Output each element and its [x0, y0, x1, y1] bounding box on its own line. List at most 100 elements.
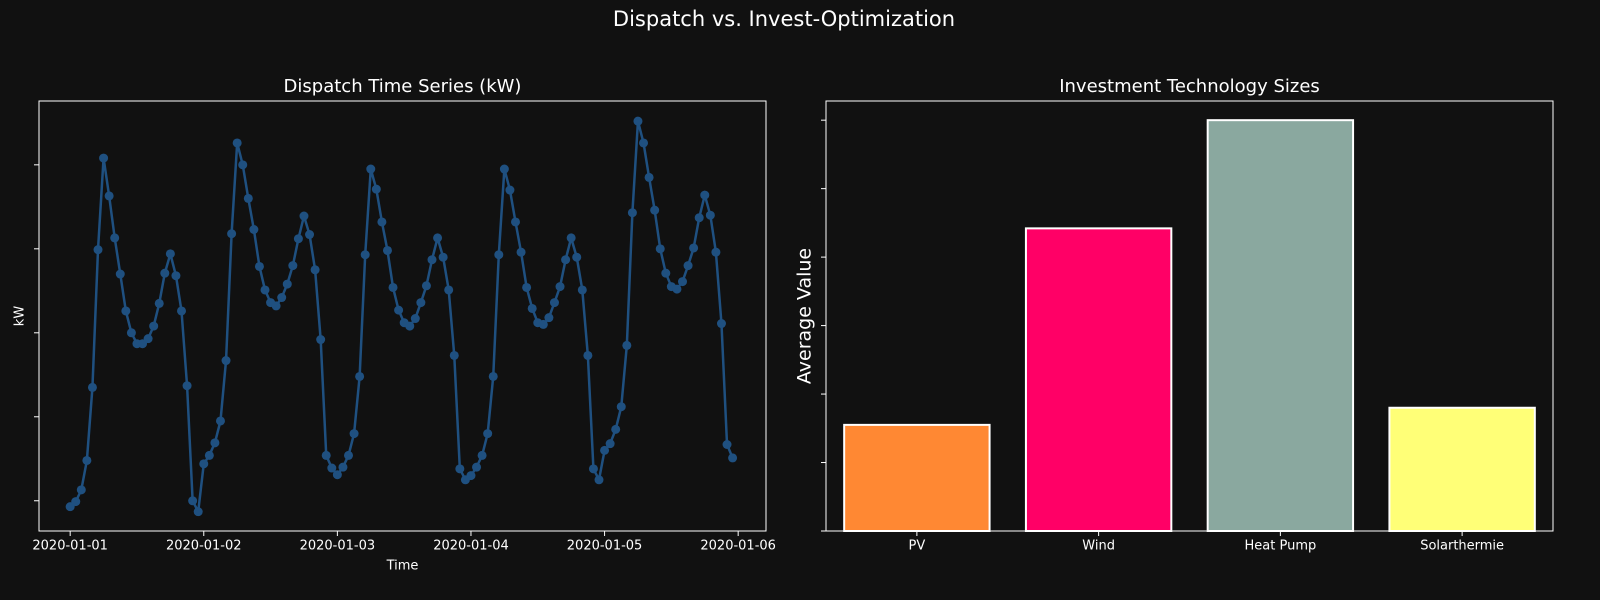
point	[689, 243, 699, 253]
point	[488, 371, 498, 381]
point	[421, 281, 431, 291]
x-tick-label: PV	[909, 539, 926, 554]
point	[327, 463, 337, 473]
point	[716, 319, 726, 329]
point	[227, 229, 237, 239]
point	[165, 249, 175, 259]
x-tick-label: 2020-01-03	[300, 539, 376, 554]
point	[260, 285, 270, 295]
point	[115, 269, 125, 279]
point	[254, 261, 264, 271]
point	[705, 210, 715, 220]
point	[499, 164, 509, 174]
point	[477, 450, 487, 460]
x-tick-label: Solarthermie	[1420, 539, 1504, 554]
point	[338, 462, 348, 472]
point	[243, 193, 253, 203]
point	[577, 285, 587, 295]
point	[377, 217, 387, 227]
point	[204, 450, 214, 460]
point	[522, 282, 532, 292]
point	[366, 164, 376, 174]
point	[121, 306, 131, 316]
bar	[1206, 119, 1355, 533]
point	[527, 303, 537, 313]
point	[82, 455, 92, 465]
x-tick-label: 2020-01-05	[567, 539, 643, 554]
bar	[1388, 406, 1536, 532]
point	[149, 321, 159, 331]
point	[394, 305, 404, 315]
point	[472, 462, 482, 472]
point	[305, 230, 315, 240]
point	[639, 138, 649, 148]
point	[594, 475, 604, 485]
point	[277, 293, 287, 303]
point	[728, 453, 738, 463]
x-tick-label: Heat Pump	[1245, 539, 1317, 554]
bar	[1024, 227, 1173, 532]
figure-title: Dispatch vs. Invest-Optimization	[613, 7, 955, 31]
point	[99, 153, 109, 163]
point	[199, 459, 209, 469]
point	[405, 321, 415, 331]
point	[410, 314, 420, 324]
point	[455, 464, 465, 474]
point	[549, 298, 559, 308]
y-axis-label: kW	[13, 306, 28, 327]
point	[332, 470, 342, 480]
point	[700, 190, 710, 200]
point	[76, 485, 86, 495]
point	[616, 402, 626, 412]
point	[416, 298, 426, 308]
point	[694, 213, 704, 223]
point	[171, 271, 181, 281]
point	[583, 350, 593, 360]
point	[221, 356, 231, 366]
subplot-title: Investment Technology Sizes	[1059, 76, 1320, 97]
x-tick-label: 2020-01-04	[433, 539, 509, 554]
point	[143, 334, 153, 344]
point	[177, 306, 187, 316]
point	[154, 298, 164, 308]
point	[600, 445, 610, 455]
x-tick-label: 2020-01-06	[700, 539, 776, 554]
point	[683, 261, 693, 271]
point	[316, 335, 326, 345]
point	[572, 252, 582, 262]
point	[627, 208, 637, 218]
point	[282, 279, 292, 289]
point	[188, 496, 198, 506]
point	[288, 261, 298, 271]
point	[249, 224, 259, 234]
point	[466, 471, 476, 481]
point	[505, 185, 515, 195]
subplot-title: Dispatch Time Series (kW)	[284, 76, 522, 97]
point	[444, 285, 454, 295]
point	[566, 233, 576, 243]
point	[438, 252, 448, 262]
point	[321, 450, 331, 460]
point	[344, 450, 354, 460]
point	[110, 233, 120, 243]
point	[160, 268, 170, 278]
point	[661, 268, 671, 278]
point	[433, 233, 443, 243]
point	[182, 381, 192, 391]
point	[371, 184, 381, 194]
point	[711, 247, 721, 257]
point	[516, 247, 526, 257]
line	[69, 120, 734, 516]
point	[655, 244, 665, 254]
point	[622, 340, 632, 350]
point	[210, 438, 220, 448]
point	[449, 350, 459, 360]
point	[561, 255, 571, 265]
point	[355, 371, 365, 381]
point	[722, 439, 732, 449]
point	[71, 497, 81, 507]
point	[238, 160, 248, 170]
x-tick-label: Wind	[1082, 539, 1115, 554]
